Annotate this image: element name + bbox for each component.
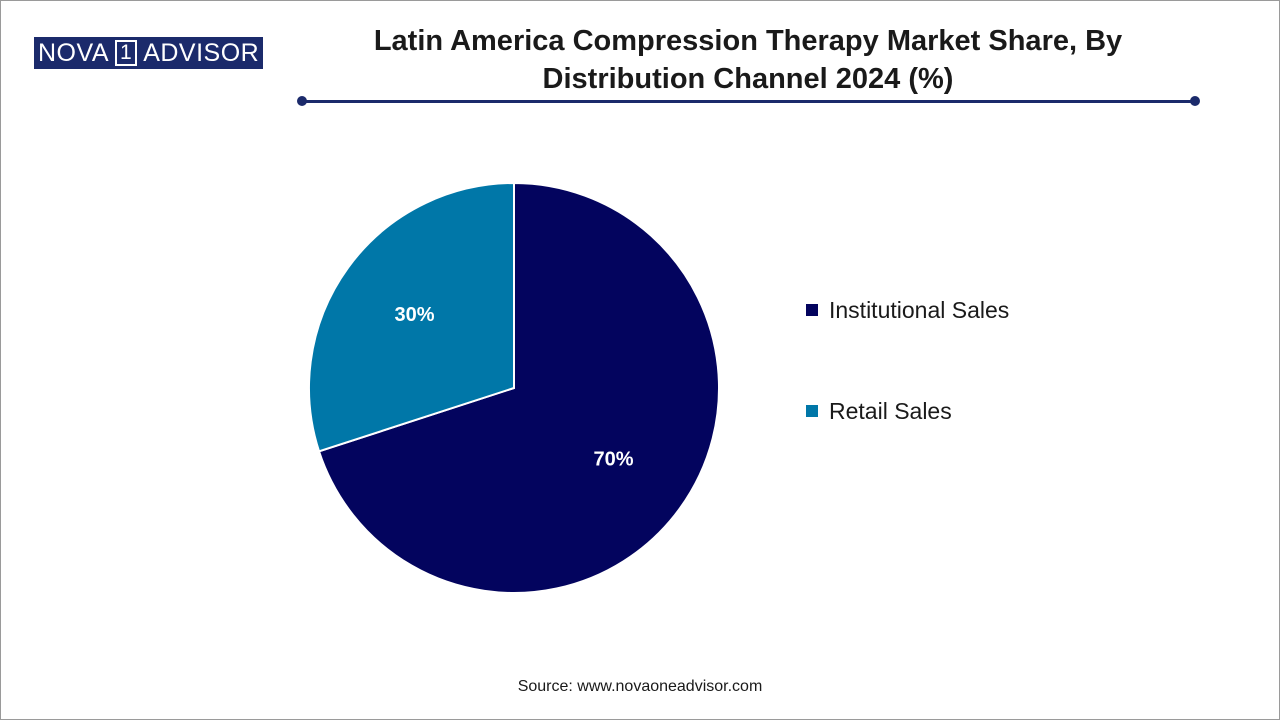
chart-legend: Institutional Sales Retail Sales: [806, 292, 1009, 494]
legend-swatch-institutional-sales: [806, 304, 818, 316]
pie-label-institutional-sales: 70%: [593, 449, 633, 471]
legend-label-institutional-sales: Institutional Sales: [829, 297, 1009, 324]
legend-swatch-retail-sales: [806, 405, 818, 417]
legend-label-retail-sales: Retail Sales: [829, 398, 952, 425]
pie-slices: [309, 183, 719, 593]
source-note: Source: www.novaoneadvisor.com: [0, 678, 1280, 696]
legend-item-institutional-sales: Institutional Sales: [806, 292, 1009, 328]
legend-item-retail-sales: Retail Sales: [806, 393, 1009, 429]
pie-label-retail-sales: 30%: [394, 304, 434, 326]
